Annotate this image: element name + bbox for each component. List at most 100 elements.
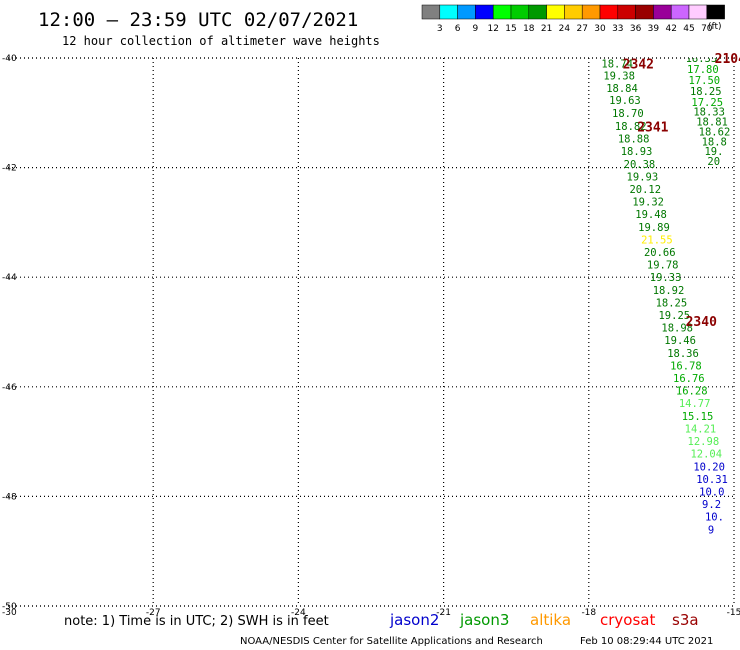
colorbar-swatch (581, 4, 601, 20)
colorbar-swatch (635, 4, 654, 20)
wave-height-value: 19.25 (658, 310, 690, 322)
credit-text: NOAA/NESDIS Center for Satellite Applica… (240, 636, 543, 647)
wave-height-value: 12.04 (690, 449, 722, 461)
colorbar-swatch (599, 4, 619, 20)
colorbar-swatch (475, 4, 494, 20)
wave-height-value: 17.80 (687, 64, 719, 76)
wave-height-value: 16.76 (673, 373, 705, 385)
wave-height-value: 10.20 (693, 461, 725, 473)
x-tick-label: -15 (727, 608, 740, 618)
colorbar-label: 33 (612, 24, 623, 34)
colorbar-swatch (457, 4, 476, 20)
colorbar-label: 27 (576, 24, 587, 34)
colorbar-swatch (492, 4, 512, 20)
wave-height-value: 20.66 (644, 247, 676, 259)
wave-height-value: 18.93 (621, 146, 653, 158)
colorbar-label: 30 (594, 24, 606, 34)
wave-height-points: 18.7419.3818.8419.6318.7018.8218.8818.93… (601, 53, 731, 536)
track-label: 2104 (715, 52, 740, 67)
wave-height-value: 19.32 (632, 197, 664, 209)
y-tick-label: -50 (2, 602, 17, 612)
wave-height-value: 19.38 (603, 71, 635, 83)
mission-jason2: jason2 (389, 611, 439, 629)
colorbar-label: 36 (630, 24, 642, 34)
x-tick-label: -21 (436, 608, 451, 618)
wave-height-value: 17.25 (691, 97, 723, 109)
colorbar-label: 39 (648, 24, 660, 34)
wave-height-value: 19.48 (635, 209, 667, 221)
wave-height-value: 20 (707, 156, 720, 168)
track-label: 2342 (623, 57, 654, 72)
colorbar-label: 21 (541, 24, 552, 34)
colorbar-swatch (670, 4, 690, 20)
mission-jason3: jason3 (459, 611, 509, 629)
y-tick-label: -46 (2, 383, 17, 393)
wave-height-value: 18.33 (686, 53, 718, 65)
wave-height-value: 18.88 (618, 134, 650, 146)
wave-height-value: 20.38 (624, 159, 656, 171)
y-tick-label: -44 (2, 273, 17, 283)
wave-height-value: 19.46 (664, 335, 696, 347)
timestamp-text: Feb 10 08:29:44 UTC 2021 (580, 636, 713, 647)
wave-height-value: 19.93 (627, 171, 659, 183)
color-scale-legend: 3 6 9 12 15 18 21 24 27 30 33 36 39 42 45 70 (421, 4, 725, 34)
colorbar-label: 15 (505, 24, 516, 34)
wave-height-value: 18.70 (612, 108, 644, 120)
wave-height-value: 10. (705, 512, 724, 524)
colorbar-label: 3 (437, 24, 443, 34)
colorbar-swatch (528, 4, 547, 20)
wave-height-value: 10.0 (699, 486, 724, 498)
wave-height-value: 19. (704, 146, 723, 158)
colorbar-swatch (653, 4, 672, 20)
wave-height-value: 18.74 (601, 58, 633, 70)
wave-height-value: 18.25 (656, 297, 688, 309)
x-tick-label: -24 (291, 608, 306, 618)
colorbar-swatch (546, 4, 565, 20)
wave-height-value: 14.21 (685, 423, 717, 435)
wave-height-value: 19.89 (638, 222, 670, 234)
colorbar-swatch (706, 4, 725, 20)
footer-note: note: 1) Time is in UTC; 2) SWH is in fe… (64, 614, 329, 629)
colorbar-swatch (421, 4, 441, 20)
wave-height-value: 21.55 (641, 234, 673, 246)
wave-height-value: 12.98 (688, 436, 720, 448)
wave-height-value: 18.8 (702, 136, 727, 148)
wave-height-value: 18.62 (699, 126, 731, 138)
wave-height-value: 18.33 (693, 107, 725, 119)
colorbar-swatch (688, 4, 708, 20)
colorbar-swatch (510, 4, 530, 20)
x-tick-label: -27 (146, 608, 161, 618)
wave-height-value: 18.84 (606, 83, 638, 95)
unit-label: (ft) (708, 22, 722, 32)
colorbar-label: 45 (683, 24, 694, 34)
track-labels: 2342 2341 2340 2104 (623, 52, 740, 330)
wave-height-value: 15.15 (682, 411, 714, 423)
track-label: 2340 (686, 315, 717, 330)
axis-ticks: -27 -24 -21 -18 -15 -30 -40 -42 -44 -46 -48 -50 (2, 54, 740, 618)
colorbar-label: 9 (473, 24, 479, 34)
x-tick-label: -18 (581, 608, 596, 618)
chart-title: 12:00 – 23:59 UTC 02/07/2021 (38, 9, 358, 31)
wave-height-value: 19.78 (647, 260, 679, 272)
plot-grid (8, 57, 735, 607)
chart-subtitle: 12 hour collection of altimeter wave hei… (62, 34, 380, 48)
y-tick-label: -42 (2, 164, 17, 174)
wave-height-value: 18.25 (690, 86, 722, 98)
wave-height-value: 18.98 (661, 323, 693, 335)
mission-s3a: s3a (672, 611, 699, 629)
wave-height-value: 17.50 (689, 75, 721, 87)
colorbar-swatch (439, 4, 458, 20)
colorbar-label: 42 (665, 24, 676, 34)
wave-height-value: 10.31 (696, 474, 728, 486)
wave-height-value: 18.81 (696, 117, 728, 129)
x-tick-label: -30 (2, 608, 17, 618)
y-tick-label: -40 (2, 54, 17, 64)
wave-height-value: 18.92 (653, 285, 685, 297)
wave-height-value: 20.12 (629, 184, 661, 196)
wave-height-value: 19.63 (609, 95, 641, 107)
colorbar-label: 24 (559, 24, 571, 34)
mission-legend: jason2 jason3 altika cryosat s3a (389, 611, 699, 629)
wave-height-value: 16.78 (670, 360, 702, 372)
wave-height-value: 19.33 (650, 272, 682, 284)
